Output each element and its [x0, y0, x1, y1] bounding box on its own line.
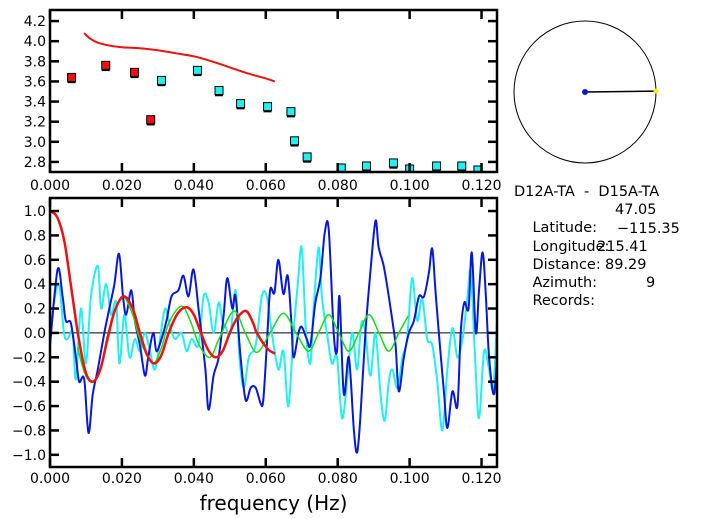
series-group [67, 32, 483, 172]
x-tick-label: 0.060 [246, 178, 286, 194]
records-label: Records: [532, 293, 595, 310]
y-tick-label: −1.0 [12, 448, 46, 464]
y-tick-label: 3.8 [24, 54, 46, 70]
y-tick-label: 1.0 [24, 204, 46, 220]
x-tick-label: 0.040 [174, 178, 214, 194]
station-b-marker [653, 88, 659, 94]
latitude-label: Latitude: [532, 220, 598, 237]
x-tick-label: 0.080 [318, 178, 358, 194]
y-tick-label: 0.2 [24, 302, 46, 318]
y-tick-label: −0.4 [12, 375, 46, 391]
dispersion-plot: 0.000 0.020 0.040 0.060 0.080 0.100 0.120 2.8 3.… [24, 8, 502, 194]
x-tick-label: 0.100 [390, 471, 430, 487]
cyan-point [192, 65, 202, 75]
cyan-point [361, 161, 371, 171]
info-row-latitude: Latitude: 47.05 [514, 201, 703, 236]
azimuth-value: 89.29 [605, 257, 647, 274]
cyan-point [432, 161, 442, 171]
station-info-panel: D12A-TA - D15A-TA Latitude: 47.05 Longitu… [514, 183, 703, 309]
red-point [101, 60, 111, 70]
x-tick-label: 0.000 [30, 471, 70, 487]
y-tick-label: −0.2 [12, 350, 46, 366]
cyan-coherency-line [50, 245, 497, 432]
cyan-point [290, 136, 300, 146]
y-tick-label: 4.0 [24, 34, 46, 50]
red-point [146, 115, 156, 125]
distance-value: 215.41 [597, 238, 648, 255]
distance-label: Distance: [532, 256, 601, 273]
y-tick-label: 3.0 [24, 135, 46, 151]
cyan-point [286, 107, 296, 117]
y-tick-label: 2.8 [24, 155, 46, 171]
red-model-line [50, 209, 276, 384]
cyan-point [457, 161, 467, 171]
y-tick-label: 3.6 [24, 74, 46, 90]
longitude-label: Longitude: [532, 238, 610, 255]
info-row-distance: Distance: 215.41 [514, 238, 703, 273]
red-point [130, 67, 140, 77]
records-value: 9 [646, 275, 656, 292]
y-tick-label: 3.4 [24, 95, 46, 111]
x-tick-label: 0.080 [318, 471, 358, 487]
x-tick-label: 0.000 [30, 178, 70, 194]
longitude-value: −115.35 [617, 220, 680, 237]
station-pair-title: D12A-TA - D15A-TA [514, 184, 660, 200]
latitude-value: 47.05 [615, 202, 657, 219]
station-a-marker [582, 89, 588, 95]
x-tick-label: 0.020 [102, 471, 142, 487]
info-row-longitude: Longitude: −115.35 [514, 220, 703, 255]
blue-coherency-line [50, 219, 497, 454]
x-tick-label: 0.100 [390, 178, 430, 194]
x-tick-label: 0.120 [461, 471, 501, 487]
coherency-plot: 0.000 0.020 0.040 0.060 0.080 0.100 0.120 −1.0 −… [12, 196, 502, 515]
info-row-records: Records: 9 [514, 274, 703, 309]
azimuth-label: Azimuth: [532, 275, 598, 292]
red-curve-line [83, 32, 276, 83]
x-axis-label: frequency (Hz) [200, 491, 348, 515]
red-point [67, 72, 77, 82]
plot-frame [48, 8, 499, 174]
cyan-point [388, 158, 398, 168]
x-tick-label: 0.120 [461, 178, 501, 194]
series-group [50, 209, 497, 454]
x-tick-label: 0.060 [246, 471, 286, 487]
y-tick-label: 0.0 [24, 326, 46, 342]
info-row-azimuth: Azimuth: 89.29 [514, 256, 703, 291]
y-tick-label: −0.8 [12, 423, 46, 439]
cyan-point [156, 75, 166, 85]
cyan-point [302, 152, 312, 162]
azimuth-dial [513, 20, 659, 164]
y-tick-label: 3.2 [24, 115, 46, 131]
y-tick-label: 4.2 [24, 14, 46, 30]
x-tick-label: 0.020 [102, 178, 142, 194]
azimuth-line [584, 90, 657, 93]
y-tick-label: 0.6 [24, 253, 46, 269]
y-tick-label: 0.4 [24, 277, 46, 293]
y-tick-label: −0.6 [12, 399, 46, 415]
x-tick-label: 0.040 [174, 471, 214, 487]
cyan-point [214, 85, 224, 95]
y-tick-label: 0.8 [24, 228, 46, 244]
cyan-point [236, 99, 246, 109]
cyan-point [263, 102, 273, 112]
